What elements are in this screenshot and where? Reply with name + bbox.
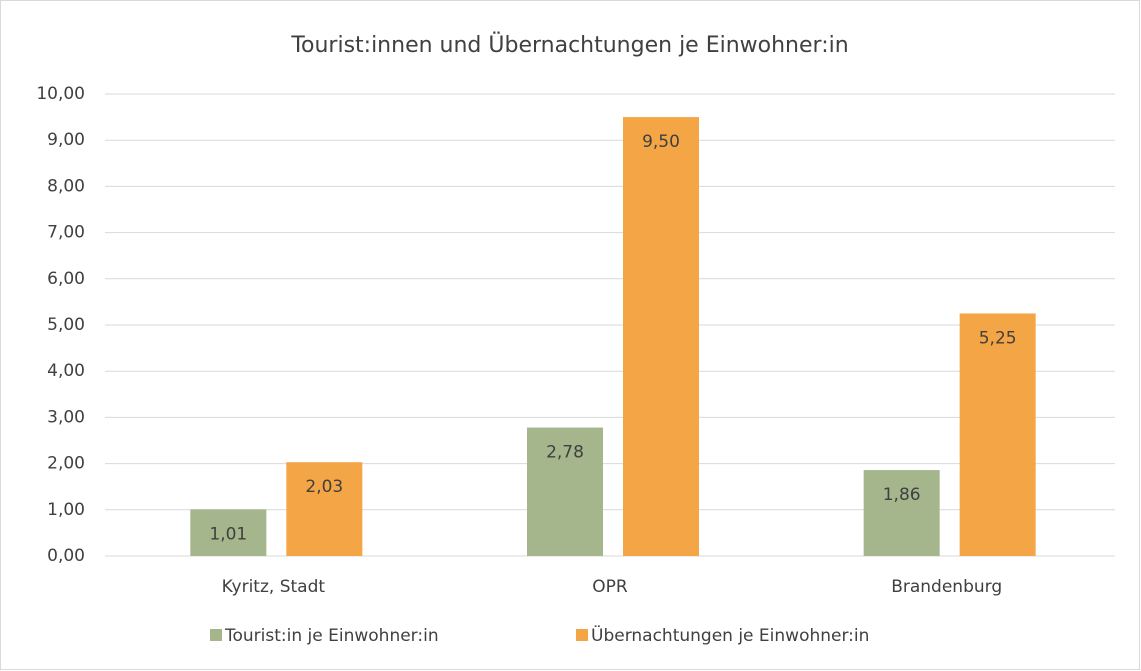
data-label: 2,03 — [305, 477, 343, 497]
y-tick-label: 2,00 — [47, 454, 85, 474]
data-label: 9,50 — [642, 132, 680, 152]
bar — [863, 470, 940, 556]
legend-label: Übernachtungen je Einwohner:in — [591, 624, 869, 646]
y-tick-label: 3,00 — [47, 407, 85, 427]
chart-title: Tourist:innen und Übernachtungen je Einw… — [290, 32, 848, 58]
data-label: 1,86 — [883, 485, 921, 505]
y-tick-label: 10,00 — [36, 84, 85, 104]
legend-swatch — [576, 629, 588, 641]
y-tick-label: 1,00 — [47, 500, 85, 520]
x-tick-label: OPR — [592, 577, 628, 597]
bar — [527, 427, 603, 556]
data-label: 5,25 — [979, 328, 1017, 348]
bar — [623, 117, 699, 556]
data-label: 2,78 — [546, 443, 584, 463]
y-tick-label: 5,00 — [47, 315, 85, 335]
data-label: 1,01 — [209, 524, 247, 544]
bar — [959, 313, 1036, 556]
y-tick-label: 8,00 — [47, 176, 85, 196]
x-tick-label: Brandenburg — [891, 577, 1002, 597]
y-tick-label: 6,00 — [47, 269, 85, 289]
y-tick-label: 4,00 — [47, 361, 85, 381]
y-tick-label: 9,00 — [47, 130, 85, 150]
bar — [190, 509, 267, 556]
legend-label: Tourist:in je Einwohner:in — [224, 626, 439, 646]
bar — [286, 462, 363, 556]
y-tick-label: 0,00 — [47, 546, 85, 566]
legend-swatch — [210, 629, 222, 641]
x-tick-label: Kyritz, Stadt — [222, 577, 326, 597]
y-tick-label: 7,00 — [47, 223, 85, 243]
